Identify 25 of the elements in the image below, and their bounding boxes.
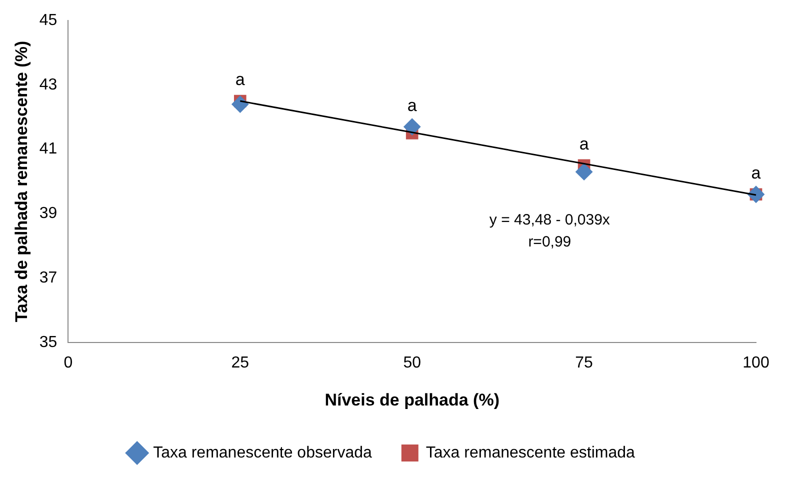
point — [748, 186, 764, 203]
annotation: a — [579, 134, 590, 154]
annotation: r=0,99 — [528, 233, 572, 250]
x-tick-label: 0 — [64, 354, 73, 372]
annotation: y = 43,48 - 0,039x — [489, 211, 610, 228]
annotation: a — [235, 70, 246, 90]
point — [404, 118, 421, 136]
annotation: a — [407, 96, 418, 115]
y-tick-label: 35 — [39, 334, 58, 351]
legend-label: Taxa remanescente estimada — [426, 444, 635, 462]
y-axis-title: Taxa de palhada remanescente (%) — [12, 40, 31, 322]
point — [232, 96, 249, 113]
y-tick-label: 45 — [39, 12, 58, 30]
y-tick-label: 39 — [39, 205, 58, 222]
x-tick-label: 100 — [742, 354, 770, 372]
x-tick-label: 50 — [403, 354, 422, 372]
x-tick-label: 25 — [231, 354, 250, 372]
y-tick-label: 41 — [39, 140, 58, 158]
y-tick-label: 43 — [39, 76, 58, 94]
y-tick-label: 37 — [39, 269, 58, 286]
legend-label: Taxa remanescente observada — [153, 444, 372, 462]
point — [576, 163, 593, 180]
x-tick-label: 75 — [575, 354, 594, 372]
annotation: a — [751, 164, 762, 183]
x-axis-title: Níveis de palhada (%) — [324, 390, 500, 410]
